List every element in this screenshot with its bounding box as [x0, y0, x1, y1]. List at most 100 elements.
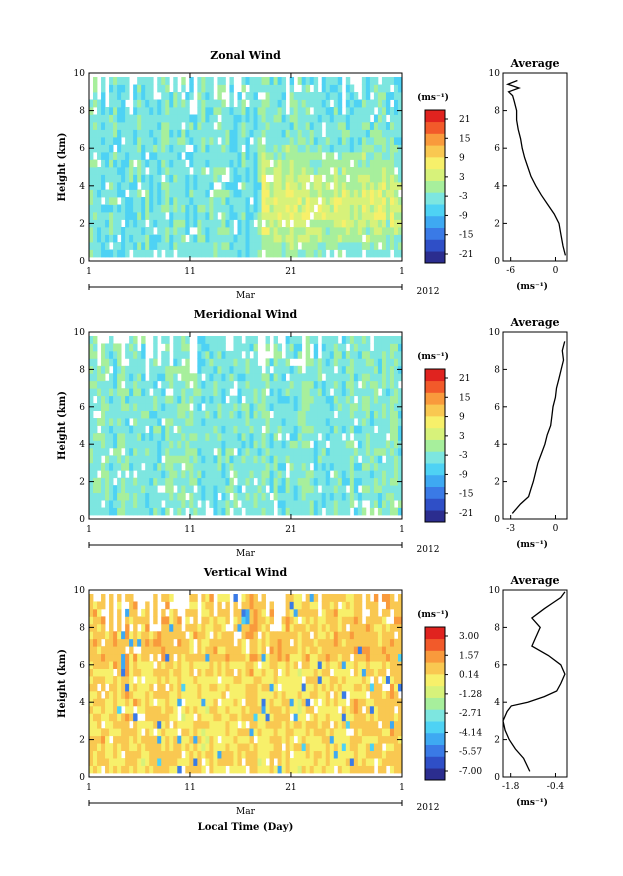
heatmap-cell — [381, 212, 387, 220]
heatmap-cell — [277, 462, 283, 471]
heatmap-cell — [301, 189, 307, 198]
heatmap-cell — [245, 758, 250, 766]
heatmap-cell — [385, 84, 391, 93]
heatmap-cell — [345, 507, 351, 516]
heatmap-cell — [273, 159, 278, 168]
heatmap-cell — [233, 594, 238, 602]
heatmap-cell — [305, 661, 311, 669]
heatmap-cell — [369, 107, 375, 115]
heatmap-cell — [309, 447, 315, 456]
heatmap-cell — [165, 440, 170, 449]
heatmap-cell — [293, 92, 299, 100]
heatmap-cell — [185, 365, 190, 374]
heatmap-cell — [153, 373, 158, 382]
heatmap-cell — [161, 204, 166, 213]
heatmap-cell — [237, 485, 242, 494]
heatmap-cell — [209, 388, 214, 397]
heatmap-cell — [145, 144, 150, 153]
heatmap-cell — [165, 447, 170, 456]
heatmap-cell — [289, 432, 295, 441]
heatmap-cell — [313, 623, 319, 632]
heatmap-cell — [281, 358, 287, 367]
heatmap-cell — [133, 765, 138, 774]
heatmap-cell — [133, 750, 138, 759]
heatmap-cell — [197, 720, 202, 729]
heatmap-cell — [233, 653, 238, 662]
heatmap-cell — [113, 713, 118, 722]
heatmap-cell — [285, 653, 291, 662]
heatmap-cell — [233, 395, 238, 404]
heatmap-cell — [373, 358, 379, 367]
heatmap-cell — [137, 129, 142, 138]
heatmap-cell — [225, 455, 230, 464]
heatmap-cell — [89, 765, 94, 774]
heatmap-cell — [325, 676, 331, 684]
heatmap-cell — [281, 137, 287, 145]
heatmap-cell — [345, 227, 351, 235]
heatmap-cell — [357, 447, 363, 456]
heatmap-cell — [189, 750, 194, 759]
heatmap-cell — [353, 107, 359, 115]
heatmap-cell — [193, 447, 198, 456]
heatmap-cell — [261, 676, 266, 684]
heatmap-cell — [109, 698, 114, 707]
heatmap-cell — [177, 219, 182, 228]
heatmap-cell — [177, 425, 182, 434]
heatmap-cell — [245, 249, 250, 258]
heatmap-cell — [161, 720, 166, 729]
heatmap-cell — [197, 410, 202, 419]
heatmap-cell — [337, 743, 343, 752]
heatmap-cell — [365, 114, 371, 123]
heatmap-cell — [321, 462, 327, 471]
heatmap-cell — [129, 373, 134, 382]
heatmap-cell — [125, 418, 130, 426]
heatmap-cell — [269, 432, 274, 441]
heatmap-cell — [325, 698, 331, 707]
heatmap-cell — [321, 343, 327, 352]
heatmap-cell — [97, 623, 102, 632]
heatmap-cell — [93, 492, 98, 501]
heatmap-cell — [265, 623, 270, 632]
heatmap-cell — [293, 249, 299, 258]
heatmap-cell — [133, 99, 138, 108]
heatmap-cell — [349, 661, 355, 669]
heatmap-cell — [145, 418, 150, 426]
heatmap-cell — [189, 668, 194, 677]
heatmap-cell — [285, 380, 291, 389]
heatmap-cell — [201, 410, 206, 419]
heatmap-cell — [353, 174, 359, 183]
heatmap-cell — [105, 122, 110, 130]
heatmap-cell — [237, 455, 242, 464]
heatmap-cell — [141, 616, 146, 625]
heatmap-cell — [325, 690, 331, 699]
heatmap-cell — [277, 418, 283, 426]
heatmap-cell — [205, 152, 210, 160]
heatmap-cell — [237, 197, 242, 205]
heatmap-cell — [313, 758, 319, 766]
heatmap-cell — [249, 343, 254, 352]
heatmap-cell — [281, 204, 287, 213]
heatmap-cell — [377, 114, 383, 123]
heatmap-cell — [309, 418, 315, 426]
heatmap-cell — [177, 661, 182, 669]
heatmap-cell — [173, 234, 178, 243]
heatmap-cell — [101, 129, 106, 138]
heatmap-cell — [197, 84, 202, 93]
heatmap-cell — [257, 690, 262, 699]
heatmap-cell — [333, 388, 339, 397]
heatmap-cell — [137, 455, 142, 464]
heatmap-cell — [221, 152, 226, 160]
heatmap-cell — [173, 462, 178, 471]
heatmap-cell — [141, 653, 146, 662]
heatmap-cell — [257, 77, 262, 85]
heatmap-cell — [333, 601, 339, 610]
heatmap-cell — [285, 144, 291, 153]
heatmap-cell — [161, 373, 166, 382]
heatmap-cell — [97, 698, 102, 707]
heatmap-cell — [205, 219, 210, 228]
heatmap-cell — [313, 242, 319, 250]
heatmap-cell — [237, 705, 242, 714]
heatmap-cell — [269, 358, 274, 367]
heatmap-cell — [173, 410, 178, 419]
heatmap-cell — [265, 114, 270, 123]
